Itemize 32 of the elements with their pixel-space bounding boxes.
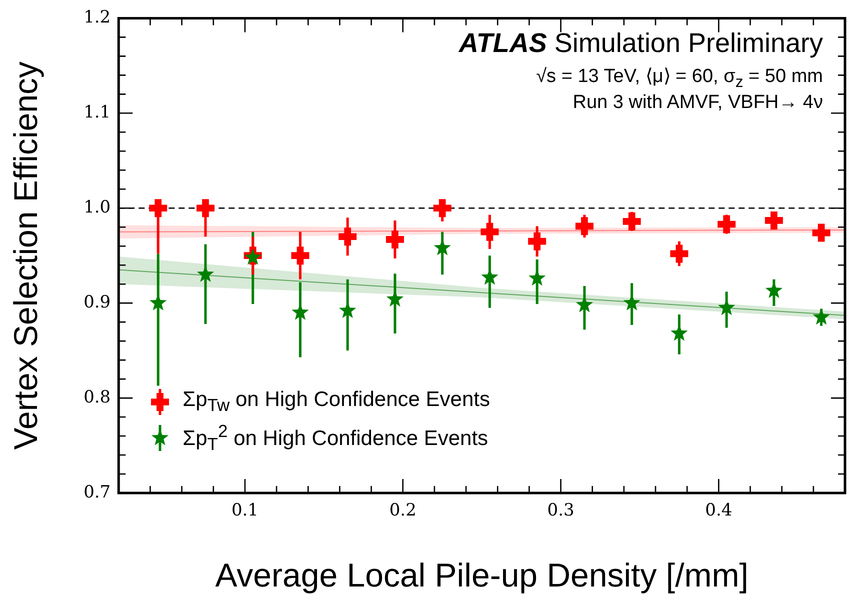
legend-label: Σp$_{Tw}$ on High Confidence Events [182, 388, 490, 416]
point [338, 228, 357, 246]
y-tick-label: 1.2 [84, 8, 111, 28]
x-tick-label: 0.4 [705, 500, 732, 521]
y-tick-label: 1.1 [84, 102, 111, 123]
point [812, 308, 830, 325]
annotation: Run 3 with AMVF, VBFH→ 4ν [572, 92, 823, 114]
point [670, 244, 688, 263]
point [575, 217, 594, 236]
annotation: √s = 13 TeV, ⟨μ⟩ = 60, σ$_{z}$ = 50 mm [536, 65, 823, 92]
point [622, 212, 641, 230]
point [718, 215, 736, 234]
y-tick-label: 1.0 [84, 198, 111, 218]
point [433, 199, 452, 218]
x-tick-label: 0.3 [547, 500, 574, 521]
point [149, 199, 168, 218]
y-tick-label: 0.9 [84, 292, 111, 312]
point [196, 199, 214, 218]
chart-title: ATLAS Simulation Preliminary [458, 28, 823, 58]
point [480, 222, 499, 241]
point [291, 246, 310, 265]
point [764, 211, 783, 230]
y-axis-title: Vertex Selection Efficiency [6, 60, 44, 450]
x-tick-label: 0.1 [231, 500, 258, 521]
x-tick-label: 0.2 [389, 500, 416, 521]
point [812, 224, 830, 242]
x-axis-title: Average Local Pile-up Density [/mm] [215, 556, 748, 594]
legend-label: Σp$_{T}$$^{2}$ on High Confidence Events [182, 421, 488, 456]
point [386, 230, 404, 248]
y-tick-label: 0.7 [84, 482, 111, 502]
point [528, 232, 546, 250]
y-tick-label: 0.8 [84, 387, 111, 408]
